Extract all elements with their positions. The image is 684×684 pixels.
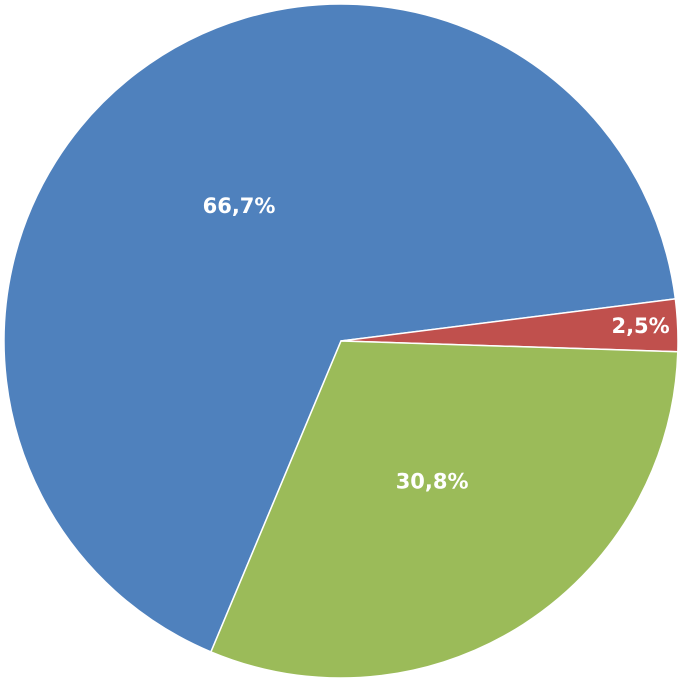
data-label: 66,7% <box>203 194 276 218</box>
pie-slice <box>209 340 679 679</box>
data-label: 30,8% <box>396 470 469 494</box>
data-label: 2,5% <box>611 314 669 338</box>
pie-slice <box>3 3 677 653</box>
